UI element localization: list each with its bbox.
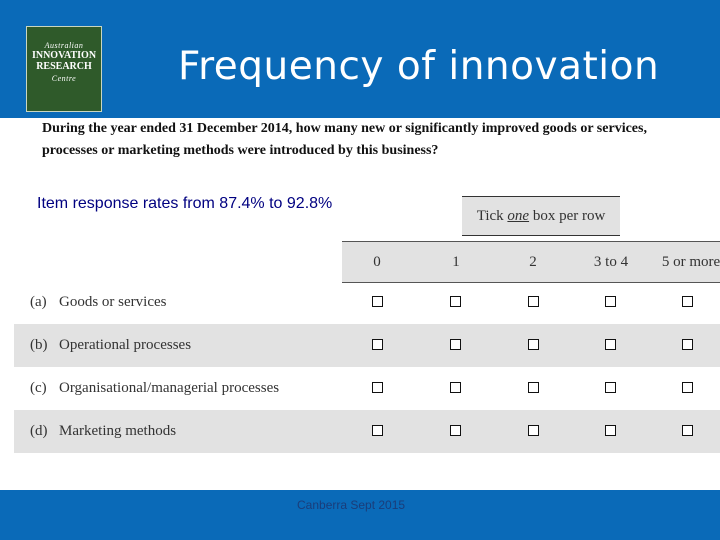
tick-instruction-pre: Tick [476, 208, 508, 224]
checkbox-3-to-4[interactable] [605, 425, 616, 436]
row-text: Operational processes [59, 337, 192, 353]
footer-text: Canberra Sept 2015 [297, 498, 406, 512]
response-rate-note: Item response rates from 87.4% to 92.8% [37, 195, 333, 212]
slide-title: Frequency of innovation [178, 44, 660, 89]
checkbox-0[interactable] [372, 382, 383, 393]
row-letter: (d) [30, 423, 48, 439]
tick-instruction-post: box per row [529, 208, 606, 224]
checkbox-2[interactable] [528, 382, 539, 393]
checkbox-2[interactable] [528, 296, 539, 307]
question-row: (a) Goods or services [14, 281, 720, 324]
column-header: 0 [373, 254, 381, 270]
question-row: (d) Marketing methods [14, 410, 720, 453]
header-bar: Australian INNOVATION RESEARCH Centre Fr… [0, 0, 720, 118]
row-label: (a) Goods or services [30, 281, 166, 324]
column-header: 5 or more [661, 254, 720, 270]
row-letter: (b) [30, 337, 48, 353]
checkbox-3-to-4[interactable] [605, 296, 616, 307]
row-label: (c) Organisational/managerial processes [30, 367, 279, 410]
row-text: Organisational/managerial processes [59, 380, 280, 396]
tick-instruction-emphasis: one [507, 208, 530, 224]
row-label: (d) Marketing methods [30, 410, 176, 453]
checkbox-0[interactable] [372, 425, 383, 436]
column-header: 2 [529, 254, 537, 270]
checkbox-5-or-more[interactable] [682, 382, 693, 393]
row-label: (b) Operational processes [30, 324, 191, 367]
checkbox-5-or-more[interactable] [682, 425, 693, 436]
tick-instruction: Tick one box per row [462, 196, 620, 236]
checkbox-1[interactable] [450, 339, 461, 350]
logo-line-3: RESEARCH [36, 61, 92, 72]
checkbox-2[interactable] [528, 425, 539, 436]
checkbox-0[interactable] [372, 296, 383, 307]
row-letter: (a) [30, 294, 47, 310]
checkbox-2[interactable] [528, 339, 539, 350]
footer-bar: Canberra Sept 2015 [0, 490, 720, 540]
airc-logo: Australian INNOVATION RESEARCH Centre [26, 26, 102, 112]
checkbox-3-to-4[interactable] [605, 339, 616, 350]
column-header: 1 [452, 254, 460, 270]
row-text: Goods or services [59, 294, 167, 310]
checkbox-1[interactable] [450, 382, 461, 393]
survey-question: During the year ended 31 December 2014, … [42, 121, 647, 158]
checkbox-3-to-4[interactable] [605, 382, 616, 393]
checkbox-5-or-more[interactable] [682, 296, 693, 307]
row-letter: (c) [30, 380, 47, 396]
question-row: (c) Organisational/managerial processes [14, 367, 720, 410]
checkbox-1[interactable] [450, 425, 461, 436]
row-text: Marketing methods [59, 423, 177, 439]
column-header: 3 to 4 [593, 254, 629, 270]
logo-line-1: Australian [44, 41, 84, 50]
checkbox-5-or-more[interactable] [682, 339, 693, 350]
question-row: (b) Operational processes [14, 324, 720, 367]
column-header-row: 0 1 2 3 to 4 5 or more [342, 241, 720, 283]
checkbox-0[interactable] [372, 339, 383, 350]
logo-line-4: Centre [51, 74, 77, 83]
checkbox-1[interactable] [450, 296, 461, 307]
logo-line-2: INNOVATION [31, 50, 97, 61]
